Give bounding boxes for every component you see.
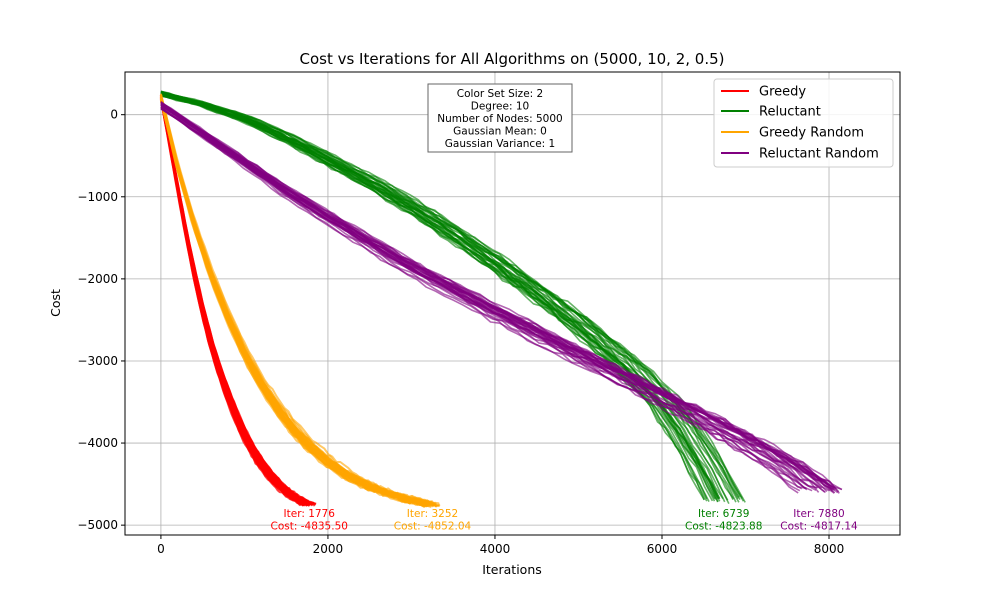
chart-title: Cost vs Iterations for All Algorithms on… <box>299 50 724 68</box>
annotation-cost-greedy: Cost: -4835.50 <box>271 520 348 532</box>
y-axis-label: Cost <box>48 289 63 317</box>
series-line-reluctant-random <box>160 107 803 490</box>
series-line-reluctant <box>160 94 737 503</box>
series-line-greedy <box>159 96 307 507</box>
y-tick-label: −2000 <box>77 272 118 286</box>
series-line-greedy-random <box>159 93 441 507</box>
legend: Greedy Reluctant Greedy Random Reluctant… <box>713 78 894 168</box>
legend-label-reluctant: Reluctant <box>759 105 821 120</box>
annotation-iter-reluctant-random: Iter: 7880 <box>793 508 844 520</box>
legend-frame <box>713 78 894 168</box>
series-line-greedy <box>159 97 316 507</box>
annotation-cost-reluctant-random: Cost: -4817.14 <box>780 520 858 532</box>
series-line-reluctant <box>160 90 741 501</box>
x-tick-label: 2000 <box>313 542 344 556</box>
y-tick-label: −4000 <box>77 436 118 450</box>
series-line-greedy-random <box>159 98 432 509</box>
series-greedy <box>159 94 317 507</box>
annotation-iter-greedy-random: Iter: 3252 <box>407 508 458 520</box>
annotation-iter-greedy: Iter: 1776 <box>284 508 336 520</box>
legend-label-reluctant-random: Reluctant Random <box>759 147 879 162</box>
annotation-cost-greedy-random: Cost: -4852.04 <box>394 520 472 532</box>
plot-frame <box>124 71 901 536</box>
x-tick-label: 8000 <box>814 542 845 556</box>
y-axis: 0 −1000 −2000 −3000 −4000 −5000 <box>77 108 125 532</box>
x-tick-label: 6000 <box>647 542 678 556</box>
series-line-reluctant-random <box>160 101 837 490</box>
series-line-reluctant-random <box>160 107 836 491</box>
info-box: Color Set Size: 2 Degree: 10 Number of N… <box>427 83 573 153</box>
series-greedy-random <box>159 93 441 509</box>
x-axis: 0 2000 4000 6000 8000 <box>157 535 844 556</box>
series-line-reluctant-random <box>160 102 843 491</box>
y-tick-label: −3000 <box>77 354 118 368</box>
annotation-iter-reluctant: Iter: 6739 <box>698 508 749 520</box>
x-tick-label: 4000 <box>480 542 511 556</box>
series-reluctant-random <box>160 100 843 494</box>
series-line-reluctant <box>160 94 724 500</box>
y-tick-label: 0 <box>110 108 118 122</box>
info-box-frame <box>427 83 573 153</box>
x-axis-label: Iterations <box>482 562 542 577</box>
info-gaussian-variance: Gaussian Variance: 1 <box>445 138 555 150</box>
y-tick-label: −1000 <box>77 190 118 204</box>
info-gaussian-mean: Gaussian Mean: 0 <box>453 126 547 138</box>
annotation-cost-reluctant: Cost: -4823.88 <box>685 520 762 532</box>
info-color-set-size: Color Set Size: 2 <box>457 88 543 100</box>
x-tick-label: 0 <box>157 542 165 556</box>
y-tick-label: −5000 <box>77 518 118 532</box>
series-layer <box>159 90 843 509</box>
info-number-of-nodes: Number of Nodes: 5000 <box>437 113 562 125</box>
legend-label-greedy: Greedy <box>759 85 806 100</box>
legend-label-greedy-random: Greedy Random <box>759 126 864 141</box>
info-degree: Degree: 10 <box>471 101 529 113</box>
